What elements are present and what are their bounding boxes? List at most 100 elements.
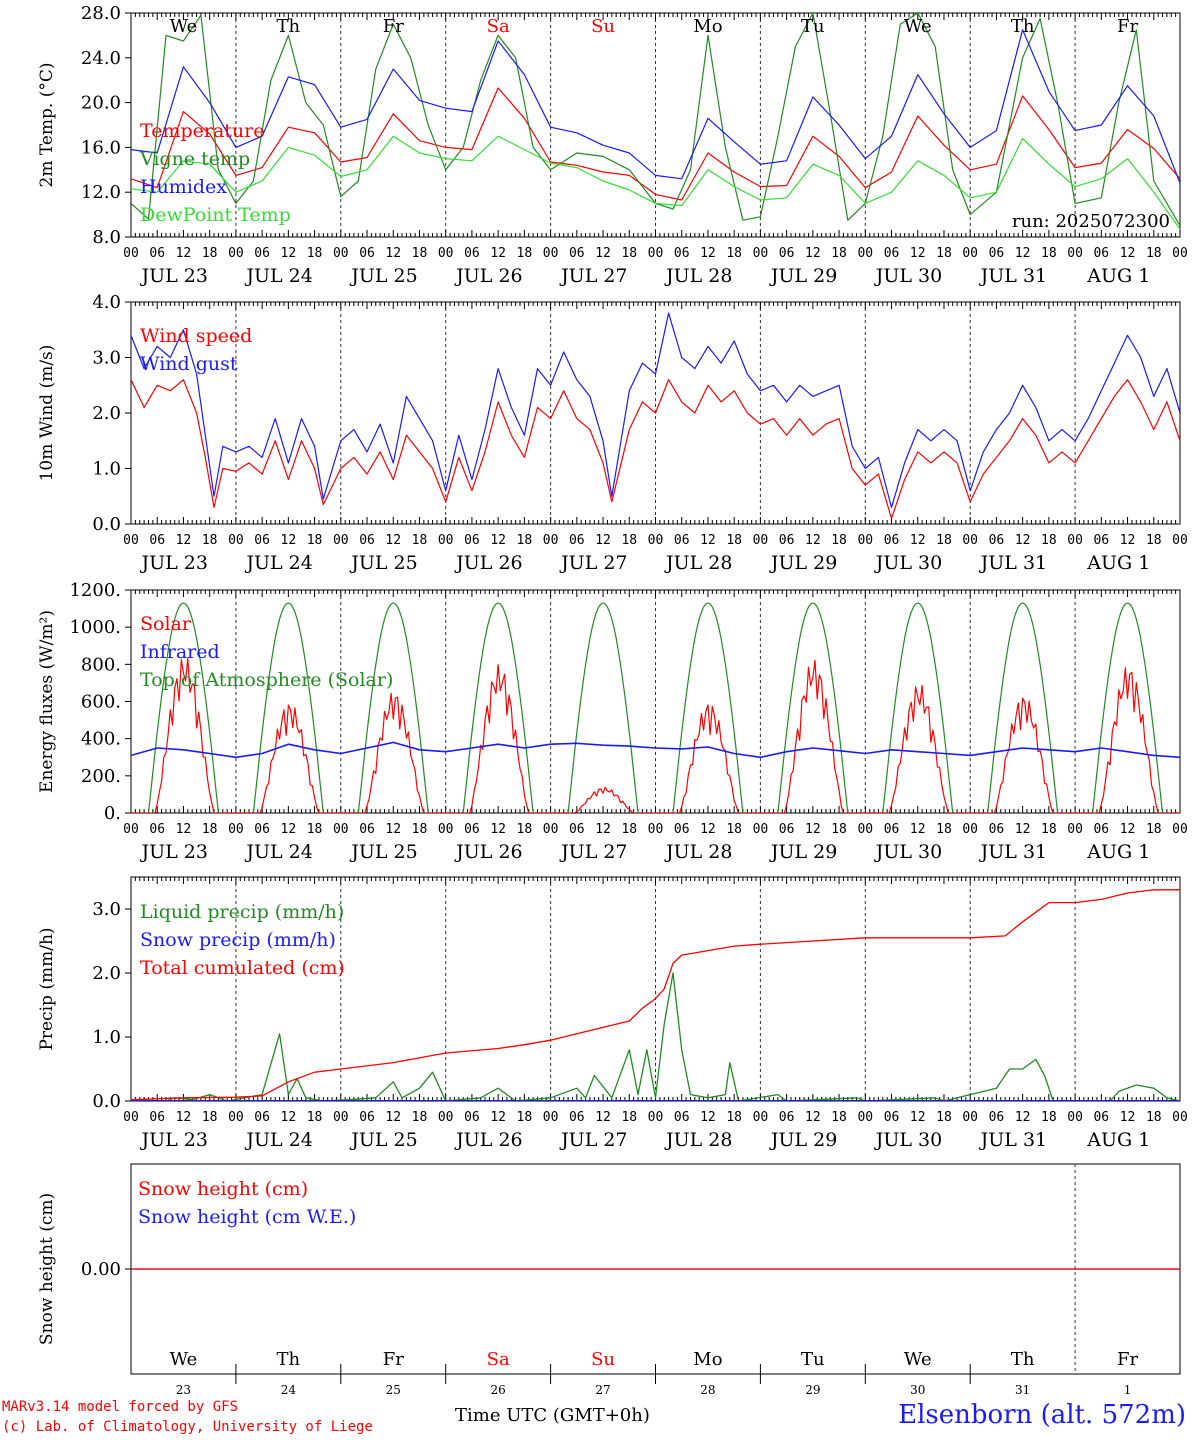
y-tick-label: 200.	[81, 766, 121, 787]
x-hour-label: 12	[490, 822, 506, 837]
x-hour-label: 00	[1172, 822, 1188, 837]
series-toa-solar	[131, 602, 1180, 813]
x-date-label: AUG 1	[1086, 265, 1150, 287]
y-tick-label: 800.	[81, 654, 121, 675]
x-hour-label: 12	[1015, 533, 1031, 548]
x-hour-label: 12	[700, 246, 716, 261]
x-date-label: JUL 23	[139, 1129, 207, 1151]
day-number-label: 23	[176, 1383, 191, 1395]
meteogram: 8.012.016.020.024.028.02m Temp. (°C)We Th…	[37, 3, 1188, 1395]
x-date-label: JUL 23	[139, 265, 207, 287]
day-number-label: 31	[1015, 1383, 1030, 1395]
series-wind-gust	[131, 312, 1180, 508]
panel-2: 0.0 1.0 2.0 3.0 4.0 10m Wind (m/s) Wind speed W…	[37, 292, 1188, 574]
weekday-label: Su	[591, 1349, 615, 1370]
x-hour-label: 12	[281, 822, 297, 837]
x-hour-label: 18	[517, 1110, 533, 1125]
x-hour-label: 00	[123, 533, 139, 548]
x-hour-label: 06	[674, 1110, 690, 1125]
x-hour-label: 06	[464, 533, 480, 548]
x-hour-label: 18	[726, 533, 742, 548]
weekday-label: Fr	[383, 16, 404, 37]
x-hour-label: 06	[1093, 533, 1109, 548]
x-hour-label: 00	[228, 246, 244, 261]
x-hour-label: 12	[700, 1110, 716, 1125]
x-date-label: JUL 27	[559, 265, 627, 287]
x-hour-label: 06	[569, 533, 585, 548]
x-hour-label: 06	[149, 1110, 165, 1125]
weekday-label: We	[904, 16, 932, 37]
day-number-label: 29	[805, 1383, 820, 1395]
x-hour-label: 12	[281, 533, 297, 548]
x-hour-label: 00	[1172, 246, 1188, 261]
y-tick-label: 0.0	[92, 514, 121, 535]
x-hour-label: 18	[1146, 246, 1162, 261]
x-date-label: JUL 23	[139, 841, 207, 863]
x-hour-label: 12	[490, 1110, 506, 1125]
x-hour-label: 06	[464, 822, 480, 837]
x-hour-label: 00	[543, 822, 559, 837]
x-hour-label: 00	[962, 246, 978, 261]
y-tick-label: 20.0	[81, 93, 121, 114]
x-hour-label: 18	[621, 1110, 637, 1125]
x-hour-label: 06	[989, 822, 1005, 837]
legend-entry: Infrared	[140, 641, 220, 663]
y-tick-label: 3.0	[92, 348, 121, 369]
x-hour-label: 00	[333, 246, 349, 261]
y-axis-label: 2m Temp. (°C)	[37, 62, 57, 187]
legend-entry: Top of Atmosphere (Solar)	[140, 669, 393, 691]
legend-entry: Humidex	[140, 176, 227, 198]
y-tick-label: 2.0	[92, 403, 121, 424]
x-date-label: JUL 29	[769, 265, 837, 287]
x-date-label: JUL 24	[244, 841, 312, 863]
y-tick-label: 24.0	[81, 48, 121, 69]
legend-entry: Snow height (cm)	[138, 1178, 308, 1200]
legend-entry: Snow precip (mm/h)	[140, 929, 336, 951]
x-hour-label: 00	[123, 1110, 139, 1125]
x-date-label: JUL 31	[979, 841, 1047, 863]
x-hour-label: 18	[412, 822, 428, 837]
x-hour-label: 12	[805, 822, 821, 837]
time-axis-label: Time UTC (GMT+0h)	[455, 1405, 650, 1426]
x-hour-label: 18	[726, 822, 742, 837]
x-hour-label: 18	[517, 822, 533, 837]
weekday-label: Mo	[693, 1349, 722, 1370]
x-hour-label: 18	[726, 1110, 742, 1125]
x-hour-label: 06	[1093, 1110, 1109, 1125]
series-infrared	[131, 741, 1180, 759]
panel-3: 0. 200. 400. 600. 800. 1000. 1200. Energy fluxe…	[37, 580, 1188, 863]
x-hour-label: 00	[753, 822, 769, 837]
x-hour-label: 12	[1015, 822, 1031, 837]
weekday-label: Th	[277, 16, 301, 37]
x-hour-label: 00	[857, 533, 873, 548]
x-hour-label: 12	[805, 246, 821, 261]
x-hour-label: 12	[176, 1110, 192, 1125]
x-hour-label: 00	[753, 246, 769, 261]
series-total-cumulated-cm-	[131, 889, 1180, 1101]
x-date-label: JUL 30	[874, 552, 942, 574]
x-date-label: JUL 28	[664, 1129, 732, 1151]
x-date-label: JUL 29	[769, 552, 837, 574]
y-tick-label: 1.0	[92, 459, 121, 480]
legend-entry: Total cumulated (cm)	[140, 957, 345, 979]
day-number-label: 27	[595, 1383, 610, 1395]
y-tick-label: 0.0	[92, 1091, 121, 1112]
weekday-label: Su	[591, 16, 615, 37]
x-hour-label: 18	[307, 533, 323, 548]
y-tick-label: 4.0	[92, 292, 121, 313]
x-hour-label: 18	[1041, 533, 1057, 548]
series-group	[131, 13, 1180, 230]
x-hour-label: 12	[1120, 822, 1136, 837]
credit-line-lab: (c) Lab. of Climatology, University of L…	[2, 1419, 373, 1435]
x-hour-label: 00	[648, 533, 664, 548]
x-hour-label: 12	[281, 246, 297, 261]
x-date-label: AUG 1	[1086, 1129, 1150, 1151]
x-date-label: JUL 24	[244, 1129, 312, 1151]
x-date-label: JUL 25	[349, 265, 417, 287]
x-date-label: JUL 26	[454, 1129, 522, 1151]
y-tick-label: 1200.	[69, 580, 121, 601]
x-hour-label: 06	[359, 822, 375, 837]
weekday-label: We	[170, 1349, 198, 1370]
legend-entry: Snow height (cm W.E.)	[138, 1206, 356, 1228]
x-hour-label: 12	[1120, 246, 1136, 261]
